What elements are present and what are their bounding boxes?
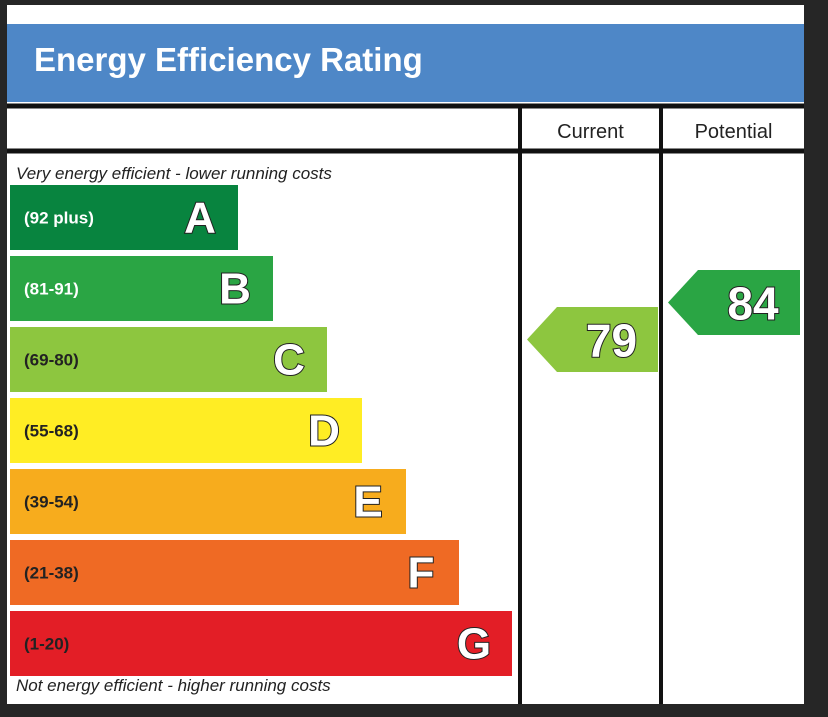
band-letter: C <box>273 336 305 385</box>
header-bar: Energy Efficiency Rating <box>7 24 804 102</box>
arrow-current-value: 79 <box>586 315 637 367</box>
column-header-current: Current <box>557 121 624 143</box>
column-header-potential: Potential <box>694 121 773 143</box>
band-bar-g <box>10 611 512 676</box>
band-range-label: (55-68) <box>24 422 79 441</box>
band-letter: B <box>219 265 251 314</box>
band-range-label: (21-38) <box>24 564 79 583</box>
note-inefficient: Not energy efficient - higher running co… <box>16 676 331 695</box>
bands-group: (92 plus) A (81-91) B (69-80) C (55-68) D (39-54… <box>10 185 512 676</box>
band-range-label: (81-91) <box>24 280 79 299</box>
band-letter: F <box>408 549 435 598</box>
arrow-potential <box>668 270 800 335</box>
band-bar-c <box>10 327 327 392</box>
rating-chart: (92 plus) A (81-91) B (69-80) C (55-68) D (39-54… <box>7 103 804 704</box>
band-letter: G <box>457 620 491 669</box>
band-bar-f <box>10 540 459 605</box>
band-bar-b <box>10 256 273 321</box>
grid-lines <box>7 103 804 704</box>
band-letter: A <box>184 194 216 243</box>
band-range-label: (69-80) <box>24 351 79 370</box>
chart-title: Energy Efficiency Rating <box>34 41 423 78</box>
epc-panel: Energy Efficiency Rating (92 plus) A (81-9… <box>7 5 804 704</box>
band-range-label: (1-20) <box>24 635 69 654</box>
band-range-label: (92 plus) <box>24 209 94 228</box>
note-efficient: Very energy efficient - lower running co… <box>16 164 332 183</box>
arrow-potential-value: 84 <box>727 278 779 330</box>
band-bar-a <box>10 185 238 250</box>
band-range-label: (39-54) <box>24 493 79 512</box>
band-bar-e <box>10 469 406 534</box>
band-letter: D <box>308 407 340 456</box>
arrows-group: 79 84 <box>527 270 800 372</box>
arrow-current <box>527 307 658 372</box>
band-letter: E <box>353 478 382 527</box>
band-bar-d <box>10 398 362 463</box>
